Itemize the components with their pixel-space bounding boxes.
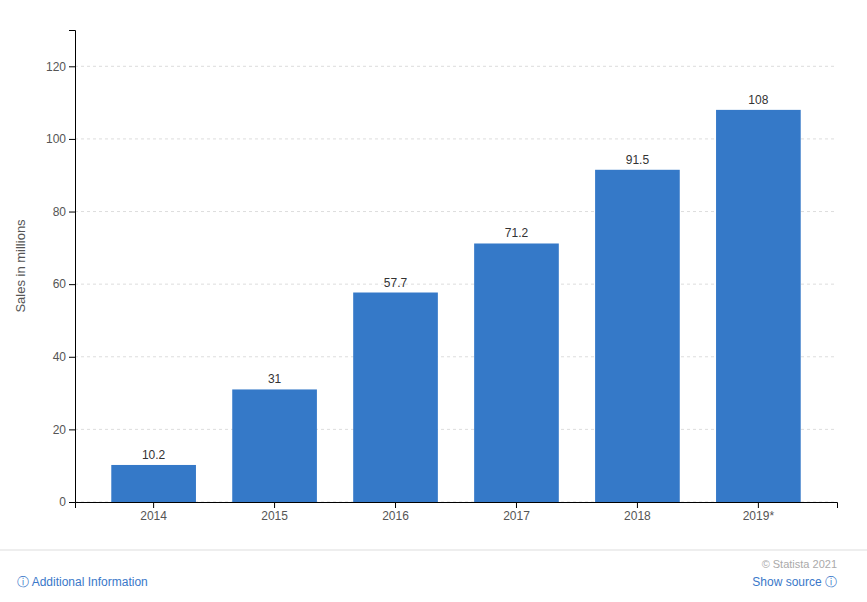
y-tick: 20	[53, 423, 75, 437]
y-tick-mark	[69, 284, 75, 285]
annotation: Show source ⓘ	[752, 575, 837, 589]
y-tick-label: 60	[53, 277, 67, 291]
x-tick-mark	[153, 502, 154, 508]
y-tick-mark	[69, 357, 75, 358]
footer-separator	[0, 550, 867, 551]
x-axis-line	[76, 503, 838, 509]
plot: 0 20 40 60 80 100 120 2014 2015 2016 2017 2018 2019*…	[13, 31, 838, 523]
data-label: 10.2	[142, 448, 166, 462]
y-tick-label: 120	[46, 60, 66, 74]
y-tick-mark	[69, 66, 75, 67]
y-tick-label: 80	[53, 205, 67, 219]
bar	[595, 170, 680, 502]
x-tick-label: 2017	[503, 509, 530, 523]
bar	[111, 465, 196, 502]
bars	[111, 110, 800, 502]
bar	[353, 293, 438, 502]
x-tick: 2018	[624, 502, 651, 523]
grid	[75, 66, 837, 502]
x-tick-label: 2016	[382, 509, 409, 523]
x-tick: 2017	[503, 502, 530, 523]
y-axis-line	[69, 31, 76, 503]
x-tick-mark	[758, 502, 759, 508]
x-axis: 2014 2015 2016 2017 2018 2019*	[76, 502, 838, 523]
y-tick: 40	[53, 350, 75, 364]
data-label: 108	[748, 93, 768, 107]
y-tick: 60	[53, 277, 75, 291]
grid-line	[75, 66, 837, 67]
x-tick-mark	[274, 502, 275, 508]
bar	[232, 389, 317, 502]
x-tick-label: 2019*	[743, 509, 775, 523]
data-label: 57.7	[384, 276, 408, 290]
chart: 0 20 40 60 80 100 120 2014 2015 2016 2017 2018 2019*…	[0, 0, 867, 602]
y-axis-title: Sales in millions	[13, 219, 28, 313]
x-tick-label: 2018	[624, 509, 651, 523]
bar	[716, 110, 801, 502]
y-tick-mark	[69, 502, 75, 503]
y-tick-mark	[69, 139, 75, 140]
y-tick-mark	[69, 429, 75, 430]
bar	[474, 243, 559, 502]
x-tick: 2014	[140, 502, 167, 523]
y-tick: 120	[46, 60, 75, 74]
data-label: 91.5	[626, 153, 650, 167]
y-tick-label: 0	[59, 495, 66, 509]
x-tick-mark	[395, 502, 396, 508]
y-tick-label: 40	[53, 350, 67, 364]
x-tick-label: 2015	[261, 509, 288, 523]
x-tick-mark	[637, 502, 638, 508]
x-tick-label: 2014	[140, 509, 167, 523]
data-label: 71.2	[505, 226, 529, 240]
y-tick-mark	[69, 212, 75, 213]
y-tick: 80	[53, 205, 75, 219]
y-tick: 0	[59, 495, 75, 509]
annotation: ⓘ Additional Information	[17, 575, 148, 589]
y-tick-label: 20	[53, 423, 67, 437]
x-tick: 2015	[261, 502, 288, 523]
y-tick: 100	[46, 132, 75, 146]
x-tick-mark	[516, 502, 517, 508]
data-labels: 10.2 31 57.7 71.2 91.5 108	[142, 93, 769, 462]
data-label: 31	[268, 372, 282, 386]
y-axis: 0 20 40 60 80 100 120	[46, 31, 76, 510]
annotation: © Statista 2021	[762, 558, 837, 570]
y-tick-label: 100	[46, 132, 66, 146]
x-tick: 2016	[382, 502, 409, 523]
x-tick: 2019*	[743, 502, 775, 523]
